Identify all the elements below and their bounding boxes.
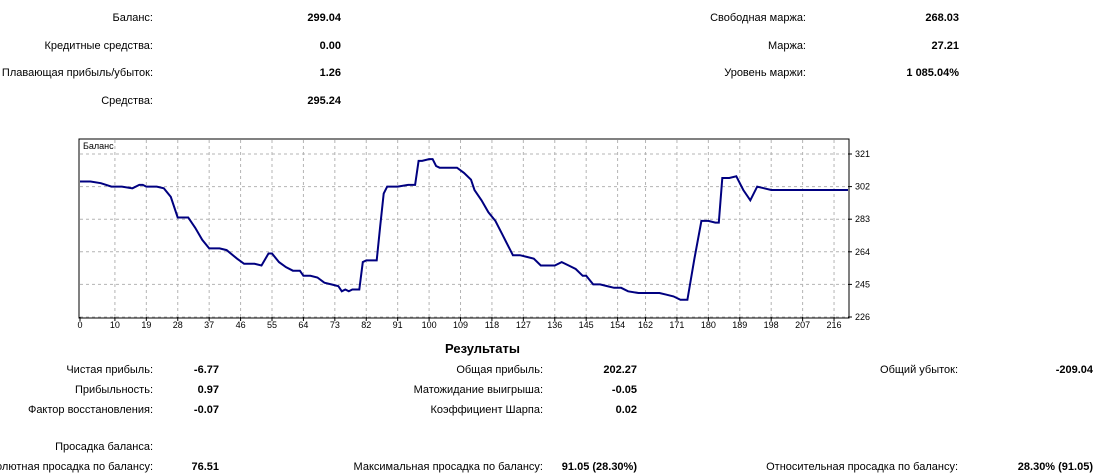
profitability-label: Прибыльность:: [74, 384, 153, 396]
x-tick-label: 127: [516, 320, 531, 330]
x-tick-label: 162: [638, 320, 653, 330]
credit-label: Кредитные средства:: [44, 40, 153, 52]
net-profit-label: Чистая прибыль:: [66, 364, 153, 376]
x-tick-label: 46: [236, 320, 246, 330]
x-tick-label: 37: [204, 320, 214, 330]
margin-level-label: Уровень маржи:: [724, 67, 806, 79]
relative-drawdown-value: 28.30% (91.05): [1017, 461, 1093, 473]
x-axis: 0 10 19 28 37 46 55 64 73 82 91 100 109 118 127 136 145 1…: [77, 317, 842, 330]
equity-value: 295.24: [307, 95, 341, 107]
x-tick-label: 28: [173, 320, 183, 330]
y-axis: 226 245 264 283 302 321: [848, 149, 870, 322]
x-tick-label: 0: [77, 320, 82, 330]
relative-drawdown-label: Относительная просадка по балансу:: [766, 461, 958, 473]
x-tick-label: 154: [610, 320, 625, 330]
x-tick-label: 100: [422, 320, 437, 330]
x-tick-label: 109: [453, 320, 468, 330]
y-tick-label: 283: [855, 214, 870, 224]
y-tick-label: 321: [855, 149, 870, 159]
balance-label: Баланс:: [112, 12, 153, 24]
sharpe-ratio-label: Коэффициент Шарпа:: [430, 404, 543, 416]
gross-profit-value: 202.27: [603, 364, 637, 376]
x-tick-label: 55: [267, 320, 277, 330]
credit-value: 0.00: [319, 40, 341, 52]
gross-loss-label: Общий убыток:: [880, 364, 958, 376]
chart-title: Баланс: [83, 141, 114, 151]
equity-label: Средства:: [101, 95, 153, 107]
results-title: Результаты: [445, 341, 520, 356]
x-tick-label: 216: [827, 320, 842, 330]
y-tick-label: 226: [855, 312, 870, 322]
x-tick-label: 207: [795, 320, 810, 330]
x-tick-label: 118: [485, 320, 499, 330]
x-tick-label: 136: [547, 320, 562, 330]
chart-frame: [78, 138, 850, 319]
x-tick-label: 189: [732, 320, 747, 330]
recovery-factor-label: Фактор восстановления:: [27, 404, 153, 416]
expected-payoff-label: Матожидание выигрыша:: [413, 384, 543, 396]
gross-profit-label: Общая прибыль:: [456, 364, 543, 376]
x-tick-label: 180: [701, 320, 716, 330]
x-tick-label: 64: [298, 320, 308, 330]
x-tick-label: 145: [579, 320, 594, 330]
x-tick-label: 73: [330, 320, 340, 330]
x-tick-label: 10: [110, 320, 120, 330]
y-tick-label: 264: [855, 247, 870, 257]
margin-label: Маржа:: [767, 40, 806, 52]
max-drawdown-label: Максимальная просадка по балансу:: [353, 461, 543, 473]
gross-loss-value: -209.04: [1055, 364, 1093, 376]
balance-series-line: [80, 158, 848, 301]
x-tick-label: 82: [361, 320, 371, 330]
y-tick-label: 302: [855, 182, 870, 192]
absolute-drawdown-value: 76.51: [191, 461, 219, 473]
free-margin-label: Свободная маржа:: [710, 12, 806, 24]
expected-payoff-value: -0.05: [611, 384, 637, 396]
max-drawdown-value: 91.05 (28.30%): [561, 461, 637, 473]
balance-value: 299.04: [307, 12, 341, 24]
floating-profit-value: 1.26: [319, 67, 341, 79]
recovery-factor-value: -0.07: [193, 404, 219, 416]
net-profit-value: -6.77: [193, 364, 219, 376]
margin-value: 27.21: [931, 40, 959, 52]
x-tick-label: 171: [669, 320, 684, 330]
x-tick-label: 91: [393, 320, 403, 330]
sharpe-ratio-value: 0.02: [615, 404, 637, 416]
absolute-drawdown-label: олютная просадка по балансу:: [0, 461, 153, 473]
x-tick-label: 19: [141, 320, 151, 330]
free-margin-value: 268.03: [925, 12, 959, 24]
x-tick-label: 198: [764, 320, 779, 330]
chart-grid: [80, 140, 848, 318]
y-tick-label: 245: [855, 279, 870, 289]
profitability-value: 0.97: [197, 384, 219, 396]
floating-profit-label: Плавающая прибыль/убыток:: [1, 67, 153, 79]
margin-level-value: 1 085.04%: [906, 67, 959, 79]
balance-drawdown-label: Просадка баланса:: [55, 441, 153, 453]
